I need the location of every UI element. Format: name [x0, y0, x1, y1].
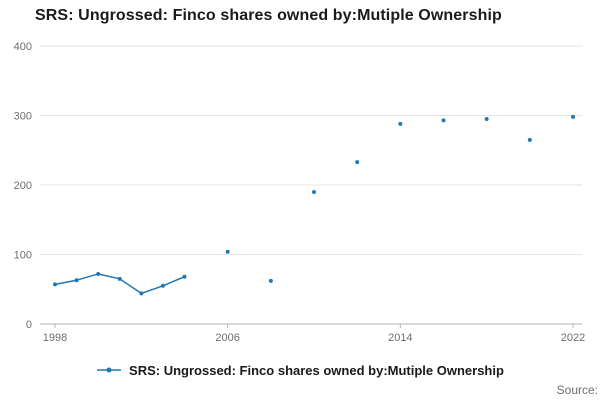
y-tick-label: 200 [14, 180, 32, 192]
data-point [117, 276, 122, 281]
data-point [571, 114, 575, 119]
x-tick-label: 2014 [388, 332, 412, 344]
data-point [53, 282, 57, 287]
data-point [312, 189, 316, 194]
data-point [96, 271, 101, 276]
y-tick-label: 100 [14, 250, 32, 262]
chart-plot: 0 100 200 300 400 1998 2006 2014 2022 [14, 41, 586, 344]
x-tick-label: 1998 [43, 332, 67, 344]
y-tick-label: 300 [14, 111, 32, 123]
data-point [484, 116, 489, 121]
series-line-segment [119, 278, 143, 295]
legend-label: SRS: Ungrossed: Finco shares owned by:Mu… [129, 362, 504, 378]
legend-line-marker-icon [96, 364, 122, 376]
data-point [74, 278, 79, 283]
data-point [225, 249, 230, 254]
x-tick-label: 2006 [215, 332, 239, 344]
legend[interactable]: SRS: Ungrossed: Finco shares owned by:Mu… [0, 360, 600, 380]
chart-title: SRS: Ungrossed: Finco shares owned by:Mu… [35, 7, 502, 24]
data-point [139, 291, 144, 296]
series-line-segment [75, 273, 99, 281]
data-point [398, 121, 403, 126]
legend-glyph-svg [97, 367, 122, 373]
series-line-segment [140, 285, 164, 295]
data-point [441, 118, 446, 123]
data-point [160, 283, 165, 288]
y-tick-label: 0 [26, 319, 32, 331]
source-text: Source: [556, 383, 598, 397]
series-line-segment [97, 273, 121, 280]
data-point [527, 137, 532, 142]
data-point [182, 274, 187, 279]
y-tick-label: 400 [14, 41, 32, 53]
series-line-segment [54, 279, 78, 286]
x-tick-label: 2022 [561, 332, 585, 344]
series-line-segment [162, 275, 186, 287]
data-point [355, 160, 360, 165]
data-point [268, 278, 273, 283]
